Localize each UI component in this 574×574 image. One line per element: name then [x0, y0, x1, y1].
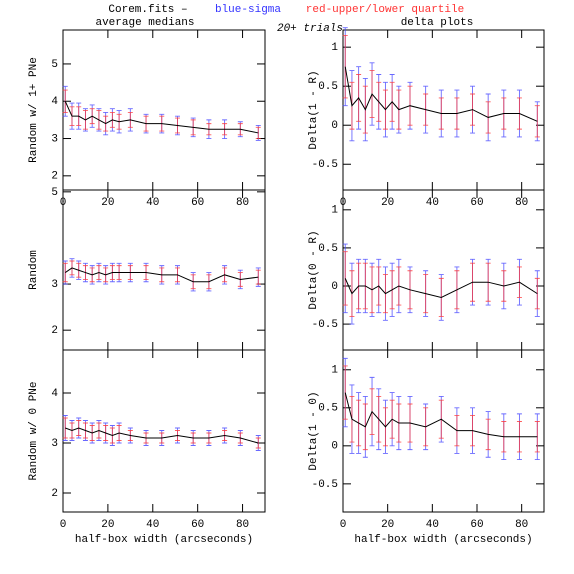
column-title: average medians	[95, 17, 194, 29]
y-axis-label: Delta(0 - R)	[308, 230, 320, 309]
quartile-error-bar	[255, 126, 261, 139]
x-tick-label: 80	[236, 197, 249, 209]
y-tick-label: 0.5	[318, 243, 338, 255]
quartile-error-bar	[62, 89, 68, 113]
y-tick-label: 2	[51, 325, 58, 337]
x-tick-label: 20	[381, 197, 394, 209]
data-line	[344, 66, 538, 122]
quartile-error-bar	[62, 262, 68, 283]
data-line	[64, 267, 259, 283]
y-tick-label: 1	[331, 205, 338, 217]
x-tick-label: 0	[60, 519, 67, 531]
y-tick-label: -0.5	[312, 159, 338, 171]
y-tick-label: 4	[51, 96, 58, 108]
column-title: delta plots	[401, 17, 474, 29]
quartile-error-bar	[342, 35, 348, 99]
y-axis-label: Random w/ 1+ PNe	[28, 57, 40, 163]
y-tick-label: 1	[331, 42, 338, 54]
quartile-error-bar	[255, 437, 261, 449]
x-tick-label: 20	[101, 197, 114, 209]
data-line	[344, 278, 538, 298]
quartile-error-bar	[534, 105, 540, 138]
x-tick-label: 60	[191, 519, 204, 531]
x-tick-label: 40	[146, 197, 159, 209]
y-tick-label: 3	[51, 438, 58, 450]
title: Corem.fits –	[108, 4, 187, 16]
plot-frame	[342, 349, 545, 513]
y-tick-label: 2	[51, 488, 58, 500]
y-tick-label: 3	[51, 133, 58, 145]
y-tick-label: -0.5	[312, 479, 338, 491]
y-tick-label: -0.5	[312, 319, 338, 331]
x-tick-label: 80	[515, 519, 528, 531]
y-tick-label: 2	[51, 171, 58, 183]
x-tick-label: 60	[191, 197, 204, 209]
y-tick-label: 3	[51, 279, 58, 291]
y-tick-label: 0	[331, 120, 338, 132]
y-tick-label: 5	[51, 187, 58, 199]
y-tick-label: 1	[331, 365, 338, 377]
plot-frame	[62, 349, 266, 513]
y-axis-label: Delta(1 - R)	[308, 70, 320, 149]
x-tick-label: 60	[470, 197, 483, 209]
x-tick-label: 20	[381, 519, 394, 531]
sigma-note: blue-sigma	[215, 4, 281, 16]
y-tick-label: 0	[331, 441, 338, 453]
quartile-error-bar	[255, 269, 261, 285]
y-tick-label: 0.5	[318, 403, 338, 415]
y-axis-label: Delta(1 - 0)	[308, 391, 320, 470]
y-tick-label: 0	[331, 281, 338, 293]
x-axis-label: half-box width (arcseconds)	[354, 534, 532, 546]
x-tick-label: 0	[340, 519, 347, 531]
y-tick-label: 4	[51, 388, 58, 400]
data-line	[64, 101, 259, 134]
quartile-error-bar	[62, 417, 68, 439]
x-tick-label: 80	[515, 197, 528, 209]
plot-frame	[342, 29, 545, 191]
data-line	[65, 427, 259, 444]
subtitle: 20+ trials	[277, 23, 343, 35]
quartile-note: red-upper/lower quartile	[306, 4, 464, 16]
x-tick-label: 40	[426, 197, 439, 209]
data-line	[344, 392, 538, 438]
y-tick-label: 0.5	[318, 81, 338, 93]
plot-frame	[62, 189, 266, 351]
x-tick-label: 40	[146, 519, 159, 531]
quartile-error-bar	[342, 251, 348, 306]
y-tick-label: 5	[51, 59, 58, 71]
plot-frame	[62, 29, 266, 191]
x-tick-label: 60	[470, 519, 483, 531]
plot-frame	[342, 189, 545, 351]
y-axis-label: Random	[28, 250, 40, 290]
x-tick-label: 20	[101, 519, 114, 531]
x-tick-label: 80	[236, 519, 249, 531]
y-axis-label: Random w/ 0 PNe	[28, 381, 40, 480]
x-tick-label: 40	[426, 519, 439, 531]
quartile-error-bar	[342, 365, 348, 420]
x-axis-label: half-box width (arcseconds)	[75, 534, 253, 546]
